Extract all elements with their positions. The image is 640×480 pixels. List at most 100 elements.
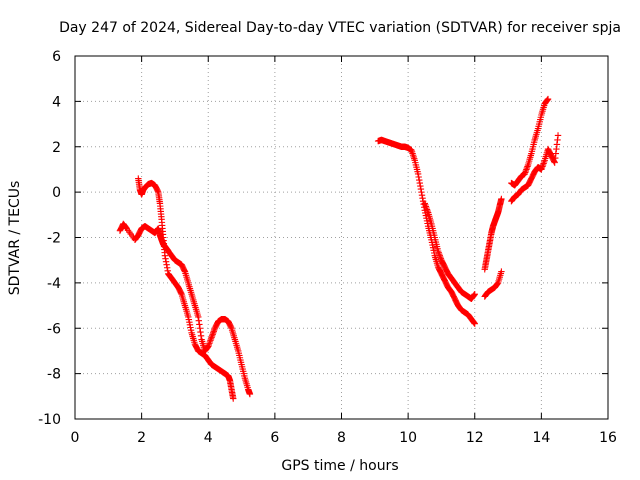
data-point bbox=[552, 154, 559, 162]
data-point bbox=[551, 159, 558, 166]
data-point bbox=[540, 160, 547, 167]
data-point bbox=[470, 292, 477, 299]
data-point bbox=[207, 337, 214, 344]
data-point bbox=[164, 267, 171, 274]
data-point bbox=[522, 167, 530, 175]
series-1 bbox=[116, 220, 254, 398]
data-point bbox=[209, 331, 216, 338]
data-series bbox=[116, 95, 562, 402]
data-point bbox=[181, 267, 188, 274]
data-point bbox=[419, 194, 426, 202]
series-6 bbox=[481, 268, 505, 300]
data-point bbox=[543, 97, 551, 104]
data-point bbox=[471, 320, 478, 327]
data-point bbox=[416, 176, 423, 184]
data-point bbox=[162, 255, 169, 262]
data-point bbox=[538, 166, 545, 173]
axis-ticks: 0 2 4 6 8 10 12 14 16 -10 -8 -6 -4 -2 0 2 4 6 bbox=[38, 49, 617, 446]
y-tick-label: 0 bbox=[52, 185, 61, 201]
data-point bbox=[162, 258, 170, 265]
x-tick-label: 8 bbox=[337, 430, 346, 446]
data-point bbox=[498, 195, 505, 203]
grid-lines bbox=[75, 56, 608, 419]
data-point bbox=[205, 341, 213, 349]
data-point bbox=[470, 291, 478, 299]
data-point bbox=[196, 325, 204, 332]
data-point bbox=[414, 170, 422, 178]
data-point bbox=[161, 252, 169, 259]
series-4 bbox=[421, 200, 478, 302]
data-point bbox=[553, 145, 560, 153]
series-8 bbox=[508, 132, 562, 205]
y-tick-label: -8 bbox=[47, 367, 61, 383]
y-tick-label: -4 bbox=[47, 276, 61, 292]
data-point bbox=[177, 289, 185, 297]
data-point bbox=[246, 390, 254, 398]
data-point bbox=[197, 328, 204, 336]
data-point bbox=[206, 338, 214, 346]
data-point bbox=[538, 164, 546, 172]
data-point bbox=[552, 150, 560, 157]
data-point bbox=[422, 201, 429, 209]
data-point bbox=[210, 328, 218, 335]
series-2 bbox=[135, 175, 237, 402]
y-tick-label: 4 bbox=[52, 94, 61, 110]
data-point bbox=[210, 329, 217, 336]
data-point bbox=[539, 163, 546, 170]
x-tick-label: 14 bbox=[532, 430, 550, 446]
chart-title: Day 247 of 2024, Sidereal Day-to-day VTE… bbox=[59, 20, 621, 36]
data-point bbox=[523, 164, 531, 172]
data-point bbox=[436, 250, 443, 258]
data-point bbox=[436, 252, 443, 259]
x-tick-label: 16 bbox=[599, 430, 617, 446]
data-point bbox=[423, 206, 431, 213]
series-7 bbox=[508, 95, 552, 189]
y-tick-label: 2 bbox=[52, 140, 61, 156]
x-axis-label: GPS time / hours bbox=[281, 458, 398, 474]
y-tick-label: -10 bbox=[38, 412, 61, 428]
data-point bbox=[416, 179, 423, 187]
data-point bbox=[554, 136, 561, 144]
data-point bbox=[422, 203, 430, 210]
data-point bbox=[206, 340, 213, 347]
data-point bbox=[544, 95, 552, 103]
data-point bbox=[163, 261, 170, 268]
y-tick-label: -2 bbox=[47, 231, 61, 247]
data-point bbox=[205, 343, 212, 350]
data-point bbox=[197, 332, 205, 340]
data-point bbox=[195, 317, 203, 324]
y-axis-label: SDTVAR / TECUs bbox=[7, 181, 23, 296]
x-tick-label: 12 bbox=[466, 430, 484, 446]
x-tick-label: 6 bbox=[270, 430, 279, 446]
data-point bbox=[435, 249, 442, 256]
data-point bbox=[437, 253, 444, 261]
data-point bbox=[524, 163, 531, 170]
y-tick-label: -6 bbox=[47, 321, 61, 337]
data-point bbox=[539, 161, 547, 169]
y-tick-label: 6 bbox=[52, 49, 61, 65]
x-tick-label: 0 bbox=[71, 430, 80, 446]
data-point bbox=[417, 185, 425, 193]
data-point bbox=[207, 335, 215, 343]
data-point bbox=[208, 332, 216, 340]
data-point bbox=[163, 264, 171, 271]
data-point bbox=[471, 291, 478, 298]
data-point bbox=[230, 395, 237, 402]
data-point bbox=[418, 188, 425, 196]
data-point bbox=[470, 319, 477, 326]
data-point bbox=[554, 132, 562, 139]
data-point bbox=[523, 166, 530, 173]
data-point bbox=[195, 313, 202, 321]
data-point bbox=[470, 319, 478, 327]
data-point bbox=[521, 170, 528, 178]
x-tick-label: 10 bbox=[399, 430, 417, 446]
series-3 bbox=[374, 136, 478, 327]
data-point bbox=[421, 200, 428, 207]
data-point bbox=[544, 96, 551, 104]
data-point bbox=[540, 158, 548, 166]
data-point bbox=[415, 173, 422, 181]
data-point bbox=[122, 223, 129, 231]
data-point bbox=[493, 281, 501, 288]
data-point bbox=[417, 182, 424, 190]
